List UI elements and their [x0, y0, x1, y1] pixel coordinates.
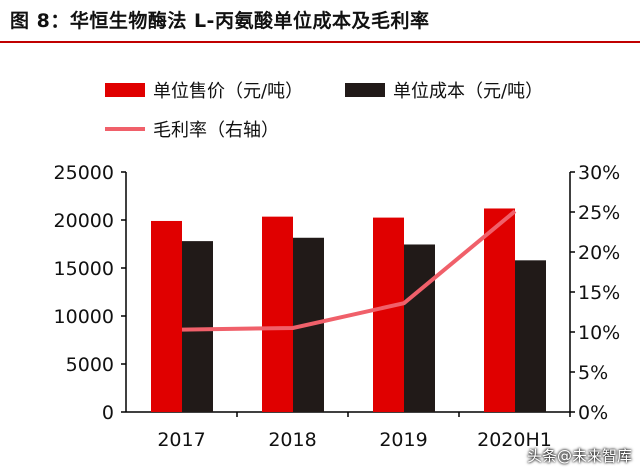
- bar-cost: [404, 244, 435, 412]
- y2-tick-label: 15%: [578, 282, 620, 304]
- bar-price: [262, 216, 293, 412]
- y-tick-label: 15000: [54, 258, 114, 280]
- title-rule: [0, 41, 640, 43]
- y-tick-label: 0: [102, 402, 114, 424]
- legend-cost: 单位成本（元/吨）: [345, 77, 543, 103]
- legend-margin: 毛利率（右轴）: [105, 116, 279, 142]
- watermark: 头条@未来智库: [526, 447, 632, 465]
- x-tick-label: 2017: [157, 429, 205, 451]
- y2-tick-label: 20%: [578, 242, 620, 264]
- legend-label: 单位成本（元/吨）: [393, 81, 544, 102]
- x-tick-label: 2019: [379, 429, 427, 451]
- bar-price: [373, 217, 404, 412]
- y2-tick-label: 30%: [578, 162, 620, 184]
- y2-tick-label: 0%: [578, 402, 608, 424]
- x-tick-label: 2018: [268, 429, 316, 451]
- bar-cost: [515, 260, 546, 412]
- margin-line: [181, 209, 517, 332]
- bar-price: [151, 220, 182, 412]
- y2-tick-label: 5%: [578, 362, 608, 384]
- legend-swatch-cost: [345, 83, 385, 97]
- legend-swatch-price: [105, 83, 145, 97]
- y2-tick-label: 25%: [578, 202, 620, 224]
- figure-title: 图 8：华恒生物酶法 L-丙氨酸单位成本及毛利率: [10, 10, 430, 32]
- y-tick-label: 10000: [54, 306, 114, 328]
- y-tick-label: 20000: [54, 210, 114, 232]
- legend-price: 单位售价（元/吨）: [105, 77, 303, 103]
- legend-label: 毛利率（右轴）: [153, 120, 279, 141]
- x-tick-label: 2020H1: [477, 429, 552, 451]
- legend-swatch-margin: [105, 127, 145, 131]
- bar-cost: [182, 241, 213, 412]
- y-tick-label: 25000: [54, 162, 114, 184]
- y-tick-label: 5000: [66, 354, 114, 376]
- bar-price: [484, 208, 515, 412]
- legend-label: 单位售价（元/吨）: [153, 81, 304, 102]
- y2-tick-label: 10%: [578, 322, 620, 344]
